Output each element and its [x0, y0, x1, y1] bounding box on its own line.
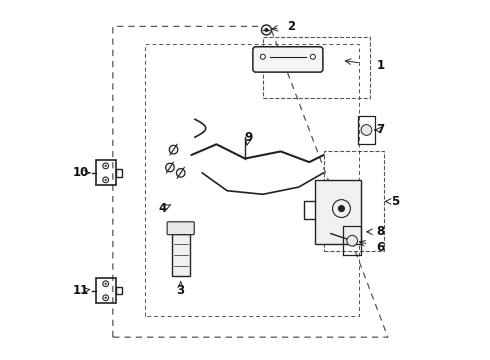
- Circle shape: [361, 125, 372, 135]
- Text: 11: 11: [73, 284, 89, 297]
- Circle shape: [176, 168, 185, 177]
- Circle shape: [104, 179, 107, 181]
- Circle shape: [104, 283, 107, 285]
- Bar: [172, 234, 190, 276]
- Circle shape: [260, 54, 266, 59]
- Circle shape: [103, 177, 109, 183]
- FancyBboxPatch shape: [253, 47, 323, 72]
- Bar: [116, 169, 122, 177]
- Text: 3: 3: [176, 284, 185, 297]
- Text: 9: 9: [245, 131, 253, 144]
- Bar: [263, 37, 370, 98]
- Bar: [96, 278, 116, 303]
- Text: 7: 7: [377, 123, 385, 136]
- Text: 1: 1: [377, 59, 385, 72]
- Text: 6: 6: [377, 241, 385, 255]
- Text: 4: 4: [159, 202, 167, 215]
- Bar: [96, 160, 116, 185]
- Circle shape: [103, 281, 109, 287]
- Circle shape: [169, 145, 178, 154]
- Bar: [323, 152, 384, 251]
- Bar: [116, 287, 122, 294]
- Circle shape: [104, 297, 107, 299]
- Text: 5: 5: [391, 195, 399, 208]
- Circle shape: [265, 28, 269, 32]
- Text: 10: 10: [73, 166, 89, 179]
- Circle shape: [262, 25, 271, 35]
- Text: 2: 2: [287, 20, 295, 33]
- Circle shape: [104, 165, 107, 167]
- Bar: [315, 180, 361, 244]
- Circle shape: [338, 205, 345, 212]
- Circle shape: [103, 163, 109, 169]
- Circle shape: [310, 54, 316, 59]
- Circle shape: [166, 163, 174, 172]
- Text: 8: 8: [377, 225, 385, 238]
- Circle shape: [347, 235, 358, 246]
- FancyBboxPatch shape: [167, 222, 194, 235]
- Circle shape: [103, 295, 109, 301]
